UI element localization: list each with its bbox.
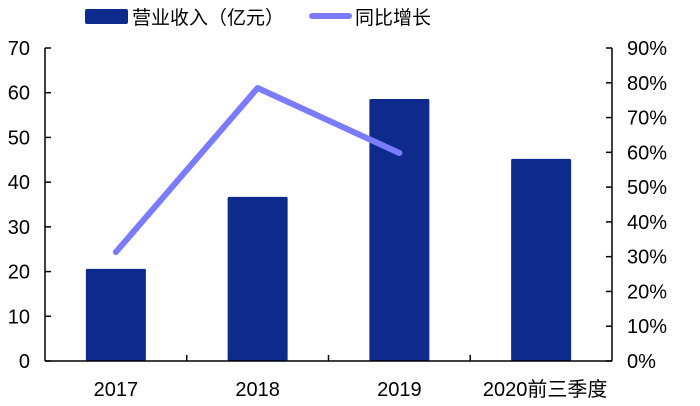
axes <box>44 47 613 362</box>
right-tick-label: 50% <box>627 177 667 199</box>
right-tick-label: 40% <box>627 212 667 234</box>
left-tick-label: 40 <box>8 172 30 194</box>
right-tick-label: 70% <box>627 108 667 130</box>
legend-label-revenue: 营业收入（亿元） <box>132 7 284 29</box>
left-tick-label: 50 <box>8 127 30 149</box>
x-tick-label: 2018 <box>235 379 280 401</box>
right-tick-label: 60% <box>627 142 667 164</box>
left-tick-label: 70 <box>8 38 30 60</box>
legend-item-revenue: 营业收入（亿元） <box>85 7 284 29</box>
bar-2017 <box>85 268 146 361</box>
right-tick-label: 10% <box>627 316 667 338</box>
growth-polyline <box>112 85 403 256</box>
right-axis-labels: 0% 10% 20% 30% 40% 50% 60% 70% 80% 90% <box>627 38 667 373</box>
x-axis-labels: 2017 2018 2019 2020前三季度 <box>94 378 608 401</box>
growth-line <box>112 85 403 256</box>
legend-label-growth: 同比增长 <box>355 7 431 29</box>
x-tick-label: 2017 <box>94 379 139 401</box>
bar-2020前三季度 <box>511 158 572 361</box>
bar-2019 <box>369 98 430 361</box>
x-tick-label: 2019 <box>377 379 422 401</box>
legend: 营业收入（亿元） 同比增长 <box>85 7 431 29</box>
legend-item-growth: 同比增长 <box>309 7 431 29</box>
left-tick-label: 20 <box>8 262 30 284</box>
left-tick-label: 60 <box>8 83 30 105</box>
left-axis-labels: 0 10 20 30 40 50 60 70 <box>8 38 30 373</box>
left-tick-label: 0 <box>19 351 30 373</box>
right-tick-label: 20% <box>627 281 667 303</box>
right-tick-label: 80% <box>627 73 667 95</box>
right-tick-label: 30% <box>627 247 667 269</box>
legend-bar-swatch <box>85 9 128 24</box>
right-tick-label: 90% <box>627 38 667 60</box>
left-tick-label: 10 <box>8 306 30 328</box>
left-tick-label: 30 <box>8 217 30 239</box>
x-tick-label: 2020前三季度 <box>483 378 608 401</box>
revenue-bars <box>85 98 572 361</box>
bar-2018 <box>227 196 288 361</box>
right-tick-label: 0% <box>627 351 656 373</box>
